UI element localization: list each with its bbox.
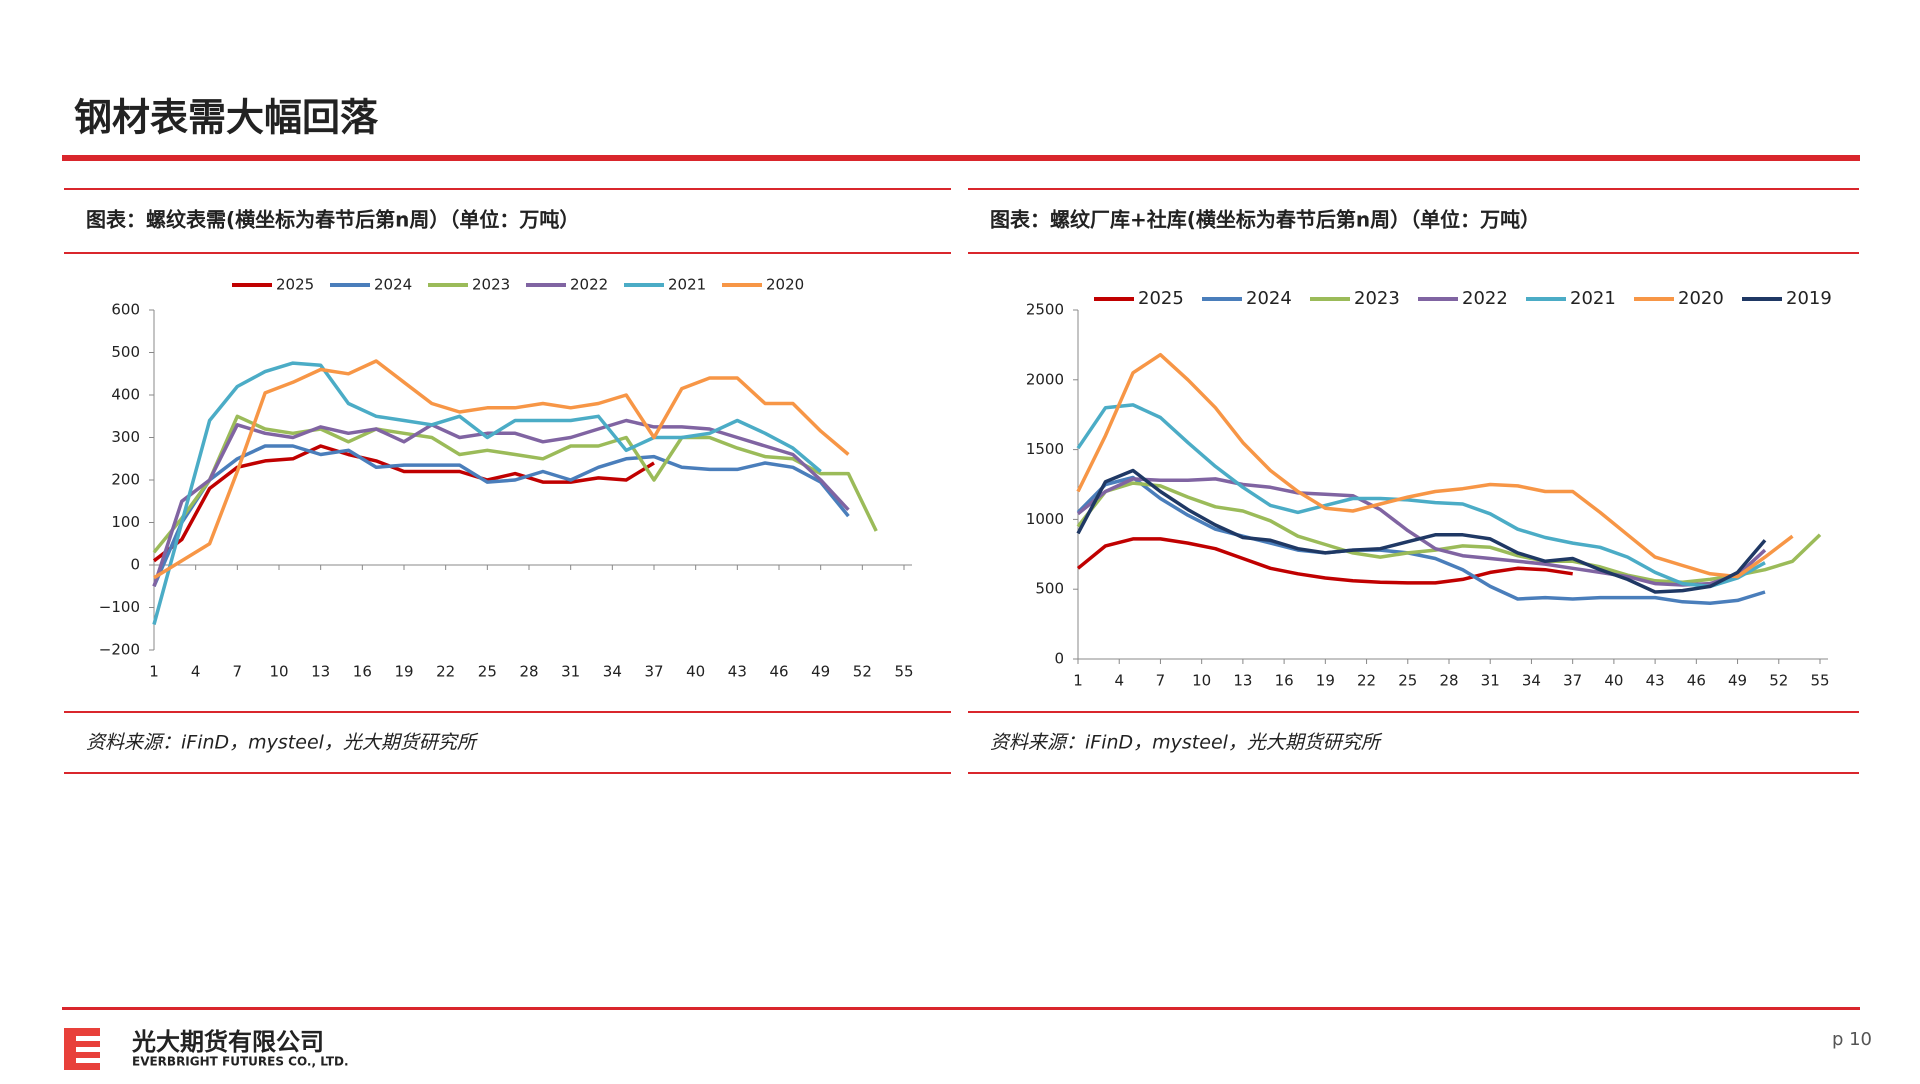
series-line bbox=[152, 444, 850, 587]
logo bbox=[64, 1028, 102, 1070]
x-tick-label: 28 bbox=[519, 663, 538, 681]
legend-label: 2025 bbox=[276, 276, 314, 294]
source-note: 资料来源：iFinD，mysteel，光大期货研究所 bbox=[86, 732, 479, 754]
x-tick-label: 37 bbox=[644, 663, 663, 681]
x-tick-label: 13 bbox=[1233, 672, 1252, 690]
y-tick-label: −100 bbox=[99, 598, 140, 616]
chart: 图表：螺纹表需(横坐标为春节后第n周）（单位：万吨） 资料来源：iFinD，mys… bbox=[64, 188, 951, 774]
y-tick-label: −200 bbox=[99, 641, 140, 659]
x-tick-label: 37 bbox=[1563, 672, 1582, 690]
y-tick-label: 500 bbox=[111, 343, 140, 361]
y-tick-label: 200 bbox=[111, 471, 140, 489]
series-line bbox=[1076, 537, 1573, 585]
legend-label: 2024 bbox=[1246, 288, 1292, 309]
series-line bbox=[152, 361, 822, 625]
page-number: p 10 bbox=[1832, 1029, 1872, 1050]
y-tick-label: 300 bbox=[111, 428, 140, 446]
y-tick-label: 2000 bbox=[1026, 370, 1064, 388]
x-tick-label: 25 bbox=[478, 663, 497, 681]
y-tick-label: 100 bbox=[111, 513, 140, 531]
x-tick-label: 52 bbox=[1769, 672, 1788, 690]
x-tick-label: 4 bbox=[1114, 672, 1124, 690]
chart-title: 图表：螺纹厂库+社库(横坐标为春节后第n周）（单位：万吨） bbox=[990, 208, 1540, 232]
x-tick-label: 52 bbox=[853, 663, 872, 681]
x-tick-label: 40 bbox=[1604, 672, 1623, 690]
y-tick-label: 0 bbox=[130, 556, 140, 574]
series-line bbox=[1076, 475, 1766, 605]
x-tick-label: 10 bbox=[1192, 672, 1211, 690]
y-tick-label: 400 bbox=[111, 386, 140, 404]
legend-label: 2021 bbox=[1570, 288, 1616, 309]
x-tick-label: 7 bbox=[1156, 672, 1166, 690]
chart: 图表：螺纹厂库+社库(横坐标为春节后第n周）（单位：万吨） 资料来源：iFinD，… bbox=[968, 188, 1859, 774]
series-line bbox=[152, 418, 850, 587]
x-tick-label: 1 bbox=[149, 663, 159, 681]
x-tick-label: 22 bbox=[436, 663, 455, 681]
x-tick-label: 55 bbox=[1810, 672, 1829, 690]
x-tick-label: 31 bbox=[1481, 672, 1500, 690]
legend-label: 2022 bbox=[1462, 288, 1508, 309]
series-line bbox=[153, 359, 850, 580]
legend-label: 2020 bbox=[766, 276, 804, 294]
legend-label: 2025 bbox=[1138, 288, 1184, 309]
x-tick-label: 1 bbox=[1073, 672, 1083, 690]
chart-title: 图表：螺纹表需(横坐标为春节后第n周）（单位：万吨） bbox=[86, 208, 579, 232]
y-tick-label: 2500 bbox=[1026, 301, 1064, 319]
x-tick-label: 55 bbox=[894, 663, 913, 681]
series-line bbox=[1076, 468, 1767, 594]
x-tick-label: 34 bbox=[1522, 672, 1541, 690]
legend-label: 2020 bbox=[1678, 288, 1724, 309]
legend-label: 2019 bbox=[1786, 288, 1832, 309]
x-tick-label: 43 bbox=[1646, 672, 1665, 690]
legend-label: 2023 bbox=[1354, 288, 1400, 309]
legend-label: 2022 bbox=[570, 276, 608, 294]
company-name-en: EVERBRIGHT FUTURES CO., LTD. bbox=[132, 1055, 349, 1069]
x-tick-label: 49 bbox=[811, 663, 830, 681]
x-tick-label: 19 bbox=[1316, 672, 1335, 690]
x-tick-label: 4 bbox=[191, 663, 201, 681]
x-tick-label: 49 bbox=[1728, 672, 1747, 690]
x-tick-label: 7 bbox=[233, 663, 243, 681]
legend-label: 2021 bbox=[668, 276, 706, 294]
x-tick-label: 16 bbox=[353, 663, 372, 681]
x-tick-label: 10 bbox=[269, 663, 288, 681]
x-tick-label: 34 bbox=[603, 663, 622, 681]
series-line bbox=[152, 414, 878, 554]
x-tick-label: 19 bbox=[394, 663, 413, 681]
x-tick-label: 16 bbox=[1275, 672, 1294, 690]
x-tick-label: 40 bbox=[686, 663, 705, 681]
company-name: 光大期货有限公司 bbox=[131, 1028, 324, 1056]
x-tick-label: 43 bbox=[728, 663, 747, 681]
y-tick-label: 600 bbox=[111, 301, 140, 319]
legend-label: 2023 bbox=[472, 276, 510, 294]
y-tick-label: 1500 bbox=[1026, 440, 1064, 458]
source-note: 资料来源：iFinD，mysteel，光大期货研究所 bbox=[990, 732, 1383, 754]
x-tick-label: 31 bbox=[561, 663, 580, 681]
x-tick-label: 13 bbox=[311, 663, 330, 681]
slide-title: 钢材表需大幅回落 bbox=[74, 96, 379, 140]
x-tick-label: 28 bbox=[1439, 672, 1458, 690]
y-tick-label: 0 bbox=[1054, 650, 1064, 668]
y-tick-label: 1000 bbox=[1026, 510, 1064, 528]
x-tick-label: 46 bbox=[769, 663, 788, 681]
footer-rule bbox=[62, 1007, 1860, 1010]
y-tick-label: 500 bbox=[1035, 580, 1064, 598]
series-line bbox=[1076, 403, 1766, 589]
title-rule bbox=[62, 155, 1860, 161]
series-line bbox=[1076, 481, 1822, 584]
x-tick-label: 25 bbox=[1398, 672, 1417, 690]
legend-label: 2024 bbox=[374, 276, 412, 294]
series-line bbox=[1076, 352, 1794, 579]
x-tick-label: 22 bbox=[1357, 672, 1376, 690]
x-tick-label: 46 bbox=[1687, 672, 1706, 690]
